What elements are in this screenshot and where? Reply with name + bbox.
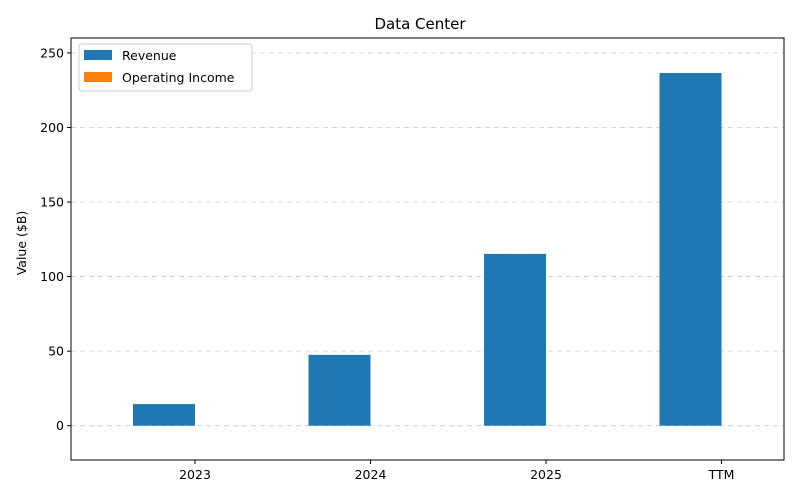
y-tick-label: 100 — [40, 269, 64, 284]
x-tick-label: 2024 — [355, 467, 387, 482]
y-axis-title: Value ($B) — [14, 211, 29, 276]
bar-revenue-2024 — [308, 354, 371, 426]
y-tick-label: 150 — [40, 195, 64, 210]
bar-revenue-2023 — [133, 404, 195, 426]
chart-title: Data Center — [374, 15, 466, 33]
y-tick-label: 200 — [40, 120, 64, 135]
bar-revenue-ttm — [659, 73, 722, 426]
legend: Revenue Operating Income — [78, 43, 253, 92]
legend-label-revenue: Revenue — [122, 48, 177, 63]
legend-swatch-revenue — [84, 50, 112, 60]
x-tick-label: 2025 — [530, 467, 562, 482]
y-tick-label: 0 — [56, 418, 64, 433]
bars — [133, 73, 722, 426]
y-tick-label: 250 — [40, 45, 64, 60]
x-tick-label: TTM — [708, 467, 735, 482]
x-tick-label: 2023 — [179, 467, 211, 482]
legend-label-operating-income: Operating Income — [122, 70, 235, 85]
y-tick-label: 50 — [48, 344, 64, 359]
bar-revenue-2025 — [484, 253, 546, 426]
legend-box — [78, 43, 253, 92]
y-axis: 0 50 100 150 200 250 — [40, 45, 71, 433]
legend-swatch-operating-income — [84, 72, 112, 82]
plot-frame — [70, 37, 785, 461]
x-axis: 2023 2024 2025 TTM — [179, 460, 734, 482]
